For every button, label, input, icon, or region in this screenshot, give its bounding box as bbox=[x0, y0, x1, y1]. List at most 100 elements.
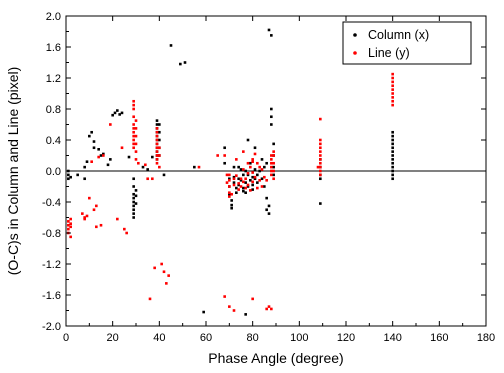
data-point bbox=[230, 206, 233, 210]
y-tick-label: 2.0 bbox=[46, 11, 61, 23]
data-point bbox=[391, 161, 394, 165]
data-point bbox=[99, 223, 103, 227]
data-point bbox=[69, 235, 72, 239]
data-point bbox=[95, 225, 98, 229]
data-point bbox=[270, 154, 273, 157]
data-point bbox=[155, 123, 159, 126]
data-point bbox=[242, 173, 245, 177]
data-point bbox=[270, 165, 273, 169]
data-point bbox=[113, 111, 117, 115]
data-point bbox=[272, 142, 275, 146]
data-point bbox=[270, 115, 273, 119]
data-point bbox=[237, 183, 240, 187]
data-point bbox=[244, 181, 247, 184]
data-point bbox=[83, 165, 86, 169]
data-point bbox=[162, 270, 166, 274]
x-tick-label: 100 bbox=[290, 332, 308, 344]
data-point bbox=[132, 123, 135, 126]
data-point bbox=[263, 185, 266, 188]
data-point bbox=[256, 161, 259, 165]
y-tick-label: -2.0 bbox=[42, 321, 61, 333]
data-point bbox=[251, 160, 254, 163]
data-point bbox=[132, 212, 135, 215]
data-point bbox=[391, 138, 394, 142]
axes: 0 20 40 60 80 100 120 140 160 180 -2.0 -1.6 -1.2 -0.8… bbox=[42, 11, 495, 344]
data-point bbox=[263, 175, 266, 179]
data-point bbox=[272, 150, 275, 153]
data-point bbox=[162, 173, 166, 177]
data-point bbox=[158, 165, 161, 169]
data-point bbox=[216, 154, 219, 157]
data-point bbox=[267, 204, 271, 208]
data-point bbox=[251, 171, 254, 174]
data-point bbox=[251, 188, 254, 191]
series-group bbox=[67, 28, 394, 316]
data-point bbox=[132, 142, 135, 146]
data-point bbox=[132, 115, 135, 119]
data-point bbox=[148, 297, 152, 301]
data-point bbox=[69, 222, 72, 225]
data-point bbox=[109, 123, 112, 126]
data-point bbox=[132, 103, 135, 107]
data-point bbox=[76, 173, 79, 177]
data-point bbox=[134, 189, 138, 192]
data-point bbox=[228, 305, 231, 308]
data-point bbox=[134, 158, 138, 161]
data-point bbox=[137, 161, 140, 165]
data-point bbox=[258, 179, 261, 182]
data-point bbox=[242, 180, 245, 184]
data-point bbox=[237, 177, 240, 181]
data-point bbox=[90, 160, 93, 163]
data-point bbox=[116, 217, 119, 221]
data-point bbox=[319, 150, 322, 153]
data-point bbox=[155, 130, 159, 134]
data-point bbox=[232, 309, 236, 312]
data-point bbox=[260, 177, 264, 181]
y-tick-label: -0.8 bbox=[42, 228, 61, 240]
data-point bbox=[132, 138, 135, 142]
data-point bbox=[239, 179, 243, 182]
data-point bbox=[158, 146, 161, 150]
data-point bbox=[391, 177, 394, 181]
data-point bbox=[69, 217, 72, 221]
data-point bbox=[270, 161, 273, 165]
data-point bbox=[237, 188, 240, 191]
data-point bbox=[251, 297, 254, 301]
data-point bbox=[158, 154, 161, 157]
data-point bbox=[155, 161, 159, 165]
data-point bbox=[202, 310, 205, 314]
data-point bbox=[391, 146, 394, 150]
data-point bbox=[132, 196, 135, 200]
y-tick-label: 0.8 bbox=[46, 104, 61, 116]
data-point bbox=[223, 295, 226, 298]
data-point bbox=[155, 127, 159, 130]
data-point bbox=[120, 146, 124, 150]
data-point bbox=[179, 62, 182, 66]
data-point bbox=[155, 138, 159, 142]
legend-box bbox=[342, 21, 472, 65]
data-point bbox=[319, 138, 322, 142]
data-point bbox=[95, 204, 98, 208]
data-point bbox=[232, 177, 236, 181]
data-point bbox=[88, 196, 91, 200]
data-point bbox=[253, 175, 257, 179]
data-point bbox=[167, 274, 170, 277]
data-point bbox=[92, 208, 96, 212]
data-point bbox=[244, 186, 247, 190]
data-point bbox=[391, 165, 394, 169]
data-point bbox=[197, 165, 201, 169]
y-tick-label: 1.2 bbox=[46, 73, 61, 85]
data-point bbox=[391, 103, 394, 107]
y-tick-label: 0.4 bbox=[46, 135, 61, 147]
data-point bbox=[67, 223, 70, 227]
x-tick-label: 140 bbox=[383, 332, 401, 344]
data-point bbox=[228, 195, 231, 198]
data-point bbox=[249, 189, 252, 192]
data-point bbox=[183, 61, 187, 64]
data-point bbox=[99, 154, 103, 157]
data-point bbox=[88, 134, 91, 138]
data-point bbox=[151, 155, 154, 159]
data-point bbox=[228, 191, 231, 194]
data-point bbox=[123, 227, 126, 231]
y-tick-label: -1.2 bbox=[42, 259, 61, 271]
